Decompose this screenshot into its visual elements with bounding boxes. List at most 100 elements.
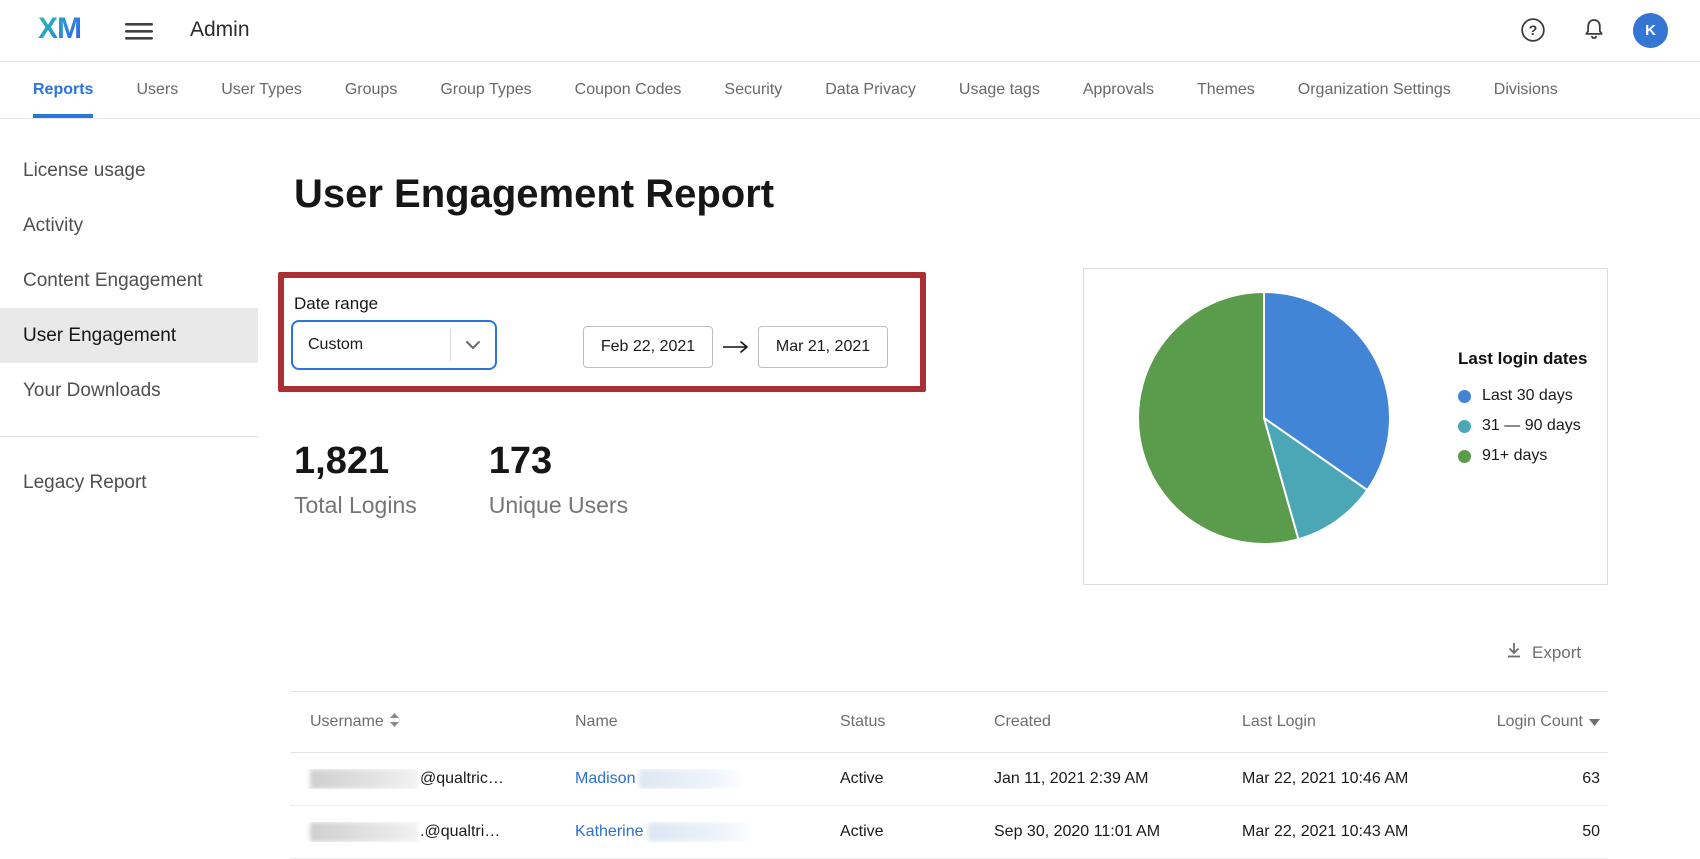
last-login-chart-card: Last login dates Last 30 days 31 — 90 day… <box>1083 268 1608 585</box>
tab-coupon-codes[interactable]: Coupon Codes <box>574 81 682 98</box>
table-header-row: Username Name Status Created Last Login Login… <box>290 691 1608 753</box>
column-header-last-login: Last Login <box>1242 713 1492 731</box>
user-avatar[interactable]: K <box>1633 13 1668 48</box>
cell-username: @qualtric… <box>290 769 575 789</box>
sidebar-item-license-usage[interactable]: License usage <box>23 159 146 181</box>
column-header-text: Username <box>310 713 384 730</box>
sidebar-item-user-engagement[interactable]: User Engagement <box>0 308 258 363</box>
sidebar-item-legacy-report[interactable]: Legacy Report <box>23 471 147 493</box>
end-date-input[interactable]: Mar 21, 2021 <box>758 326 888 368</box>
column-header-label-last-login[interactable]: Last Login <box>1242 713 1316 731</box>
tab-security[interactable]: Security <box>724 81 783 98</box>
svg-text:?: ? <box>1529 22 1538 38</box>
tab-users[interactable]: Users <box>136 81 179 98</box>
stat-unique-users: 173 Unique Users <box>489 440 628 519</box>
sidebar-item-activity[interactable]: Activity <box>23 214 84 236</box>
column-header-text: Login Count <box>1496 713 1583 730</box>
tab-usage-tags[interactable]: Usage tags <box>958 81 1040 98</box>
cell-created: Sep 30, 2020 11:01 AM <box>994 823 1161 840</box>
chevron-down-icon <box>451 340 495 350</box>
tab-approvals[interactable]: Approvals <box>1082 81 1154 98</box>
column-header-label-name[interactable]: Name <box>575 713 618 731</box>
tab-data-privacy[interactable]: Data Privacy <box>825 81 916 98</box>
date-range-label: Date range <box>294 294 379 313</box>
column-header-text: Created <box>994 713 1051 730</box>
column-header-login-count: Login Count <box>1492 713 1608 731</box>
table-row: @qualtric… Madison Active Jan 11, 2021 2:39… <box>290 753 1608 806</box>
tab-divisions[interactable]: Divisions <box>1493 81 1558 98</box>
xm-logo[interactable]: XM <box>38 12 82 45</box>
column-header-text: Status <box>840 713 886 730</box>
total-logins-value: 1,821 <box>294 440 390 482</box>
tab-group-types[interactable]: Group Types <box>440 81 532 98</box>
legend-item-last-30-days: Last 30 days <box>1458 381 1587 411</box>
legend-dot-icon <box>1458 419 1471 433</box>
stat-total-logins: 1,821 Total Logins <box>294 440 417 519</box>
redacted-last-name <box>647 822 748 842</box>
redacted-last-name <box>639 769 740 789</box>
column-header-username: Username <box>290 712 575 732</box>
date-range-preset-select[interactable]: Custom <box>291 320 497 370</box>
cell-status: Active <box>840 823 884 840</box>
pie-chart <box>1137 291 1391 545</box>
tab-organization-settings[interactable]: Organization Settings <box>1297 81 1451 98</box>
cell-last-login: Mar 22, 2021 10:46 AM <box>1242 770 1409 787</box>
cell-status: Active <box>840 770 884 787</box>
legend-item-91-days: 91+ days <box>1458 441 1587 471</box>
help-icon[interactable]: ? <box>1519 16 1547 44</box>
pie-slice-last-30-days <box>1263 291 1391 492</box>
admin-tab-bar: Reports Users User Types Groups Group Types C… <box>0 62 1700 119</box>
app-title: Admin <box>190 18 250 41</box>
start-date-input[interactable]: Feb 22, 2021 <box>583 326 713 368</box>
annotation-highlight-box: Date range Custom Feb 22, 2021 Mar 21, 2… <box>278 272 926 392</box>
legend-item-31-90-days: 31 — 90 days <box>1458 411 1587 441</box>
select-divider <box>450 329 451 361</box>
column-header-created: Created <box>994 713 1242 731</box>
summary-stats: 1,821 Total Logins 173 Unique Users <box>294 440 628 519</box>
column-header-text: Name <box>575 713 618 730</box>
sidebar-item-your-downloads[interactable]: Your Downloads <box>23 379 161 401</box>
tab-groups[interactable]: Groups <box>344 81 398 98</box>
column-header-label-created[interactable]: Created <box>994 713 1051 731</box>
user-name-link[interactable]: Madison <box>575 770 636 788</box>
reports-sidebar: License usage Activity Content Engagement U… <box>0 119 258 510</box>
user-name-link[interactable]: Katherine <box>575 823 644 841</box>
sort-desc-icon <box>1589 713 1600 731</box>
column-header-label-username[interactable]: Username <box>310 712 399 732</box>
username-suffix: .@qualtri… <box>420 823 501 841</box>
top-header: XM Admin ? K <box>0 0 1700 62</box>
legend-item-label: 31 — 90 days <box>1482 417 1581 434</box>
column-header-label-login-count[interactable]: Login Count <box>1497 713 1600 731</box>
cell-login-count: 50 <box>1582 823 1600 840</box>
column-header-label-status[interactable]: Status <box>840 713 885 731</box>
cell-created: Jan 11, 2021 2:39 AM <box>994 770 1149 787</box>
hamburger-menu-icon[interactable] <box>124 20 154 42</box>
tab-reports[interactable]: Reports <box>33 62 94 118</box>
export-label: Export <box>1532 642 1582 662</box>
users-table: Username Name Status Created Last Login Login… <box>290 691 1608 859</box>
sort-updown-icon <box>389 712 399 732</box>
unique-users-label: Unique Users <box>488 492 629 518</box>
tab-themes[interactable]: Themes <box>1196 81 1255 98</box>
date-range-arrow-icon <box>721 332 751 362</box>
column-header-text: Last Login <box>1242 713 1316 730</box>
column-header-status: Status <box>840 713 994 731</box>
sidebar-divider <box>0 436 258 437</box>
table-row: .@qualtri… Katherine Active Sep 30, 2020 11… <box>290 806 1608 859</box>
cell-name: Katherine <box>575 822 840 842</box>
page-title: User Engagement Report <box>294 172 775 216</box>
cell-name: Madison <box>575 769 840 789</box>
chart-legend: Last login dates Last 30 days 31 — 90 day… <box>1458 349 1587 471</box>
legend-dot-icon <box>1458 389 1471 403</box>
sidebar-item-content-engagement[interactable]: Content Engagement <box>23 269 203 291</box>
redacted-username <box>310 822 418 842</box>
download-icon <box>1504 640 1524 665</box>
cell-login-count: 63 <box>1582 770 1600 787</box>
legend-title: Last login dates <box>1458 349 1588 368</box>
export-button[interactable]: Export <box>1504 640 1581 665</box>
notifications-bell-icon[interactable] <box>1580 16 1608 44</box>
total-logins-label: Total Logins <box>294 492 417 518</box>
legend-item-label: Last 30 days <box>1482 387 1573 404</box>
tab-user-types[interactable]: User Types <box>221 81 302 98</box>
date-range-preset-value: Custom <box>308 336 364 353</box>
